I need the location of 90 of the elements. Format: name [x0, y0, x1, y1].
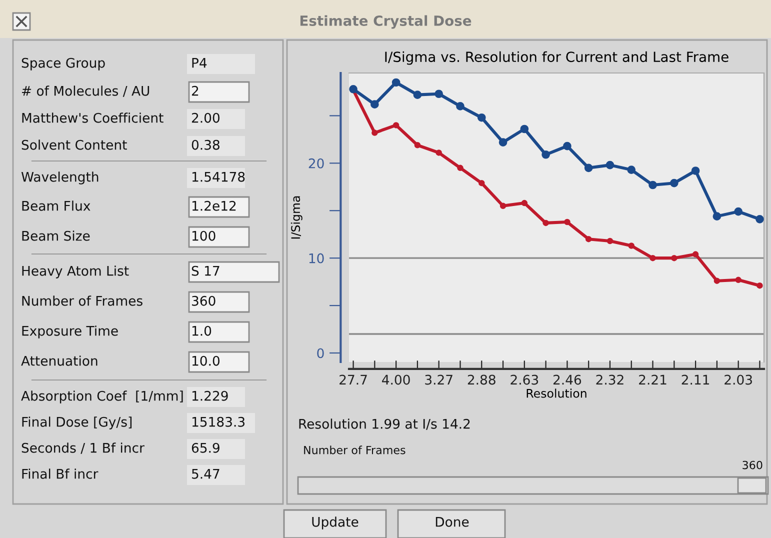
point	[627, 166, 636, 174]
text: 10.0	[192, 356, 220, 366]
text: 65.9	[192, 442, 220, 453]
point	[392, 78, 400, 87]
x-axis-title: Resolution	[526, 388, 586, 398]
point	[735, 276, 742, 284]
point	[520, 124, 529, 134]
text: 15183.3	[192, 416, 245, 427]
text: Attenuation	[21, 356, 98, 366]
point	[692, 251, 699, 258]
text: Heavy Atom List	[22, 266, 129, 278]
point	[478, 180, 485, 186]
point	[585, 236, 592, 242]
point	[734, 207, 742, 216]
point	[457, 164, 464, 172]
text: Done	[436, 517, 469, 527]
x-tick-label: 2.46	[553, 374, 582, 385]
point	[714, 278, 720, 284]
point	[414, 142, 421, 148]
text: 0.38	[192, 140, 220, 150]
text: # of Molecules / AU	[22, 86, 150, 97]
text: Exposure Time	[22, 326, 118, 338]
text: P4	[192, 58, 207, 68]
x-tick-label: 2.63	[510, 374, 538, 385]
point	[413, 90, 422, 99]
text: Beam Flux	[22, 200, 90, 211]
y-tick-label: 0	[317, 348, 324, 358]
text: Number of Frames	[304, 446, 406, 454]
y-tick-label: 10	[309, 253, 324, 264]
point	[756, 214, 764, 224]
text: Update	[312, 516, 358, 530]
point	[712, 212, 722, 220]
text: Final Bf incr	[22, 468, 98, 479]
point	[521, 200, 528, 206]
text: 1.0	[192, 326, 212, 336]
text: Space Group	[22, 58, 105, 70]
text: S 17	[192, 266, 220, 276]
point	[392, 122, 400, 128]
text: Final Dose [Gy/s]	[22, 416, 132, 430]
point	[372, 130, 378, 136]
x-tick-label: 2.03	[724, 374, 752, 385]
point	[542, 220, 549, 226]
text: 360	[192, 296, 216, 306]
point	[370, 100, 379, 108]
point	[584, 164, 593, 172]
text: Solvent Content	[22, 140, 127, 150]
point	[477, 113, 486, 122]
x-tick-label: 4.00	[382, 374, 410, 385]
point	[648, 180, 657, 190]
text: Matthew's Coefficient	[22, 112, 164, 123]
y-axis-title: I/Sigma	[290, 196, 302, 239]
text: 2.00	[192, 112, 220, 123]
text: 1.229	[192, 390, 228, 401]
text: 1.2e12	[192, 200, 236, 211]
text: Beam Size	[22, 230, 90, 241]
x-tick-label: 2.11	[682, 374, 710, 385]
point	[563, 142, 572, 150]
point	[606, 238, 614, 244]
point	[500, 202, 506, 209]
point	[434, 90, 444, 98]
x-tick-label: 27.7	[340, 374, 367, 385]
x-tick-label: 3.27	[425, 374, 452, 385]
x-tick-label: 2.88	[468, 374, 496, 385]
text: 2	[192, 86, 198, 96]
point	[756, 282, 763, 289]
point	[564, 218, 570, 226]
point	[671, 254, 678, 262]
text: Estimate Crystal Dose	[300, 15, 472, 29]
y-tick-label: 20	[308, 158, 324, 168]
x-tick-label: 2.21	[639, 374, 666, 385]
text: Absorption Coef [1/mm]	[21, 390, 183, 404]
point	[691, 166, 700, 175]
point	[670, 178, 678, 188]
text: Seconds / 1 Bf incr	[22, 442, 144, 454]
point	[456, 102, 464, 110]
text: 1.54178	[192, 172, 245, 182]
text: Resolution 1.99 at I/s 14.2	[299, 418, 470, 430]
text: 5.47	[192, 469, 220, 479]
text: 100	[192, 230, 216, 241]
point	[650, 254, 656, 262]
point	[606, 160, 614, 170]
x-tick-label: 2.32	[596, 374, 624, 385]
point	[542, 150, 550, 159]
text: Number of Frames	[22, 296, 142, 306]
chart-title: I/Sigma vs. Resolution for Current and Last Frame	[385, 51, 728, 65]
text: Wavelength	[21, 172, 98, 184]
text: 360	[742, 460, 762, 470]
point	[436, 150, 442, 156]
point	[628, 242, 634, 249]
point	[498, 138, 508, 146]
